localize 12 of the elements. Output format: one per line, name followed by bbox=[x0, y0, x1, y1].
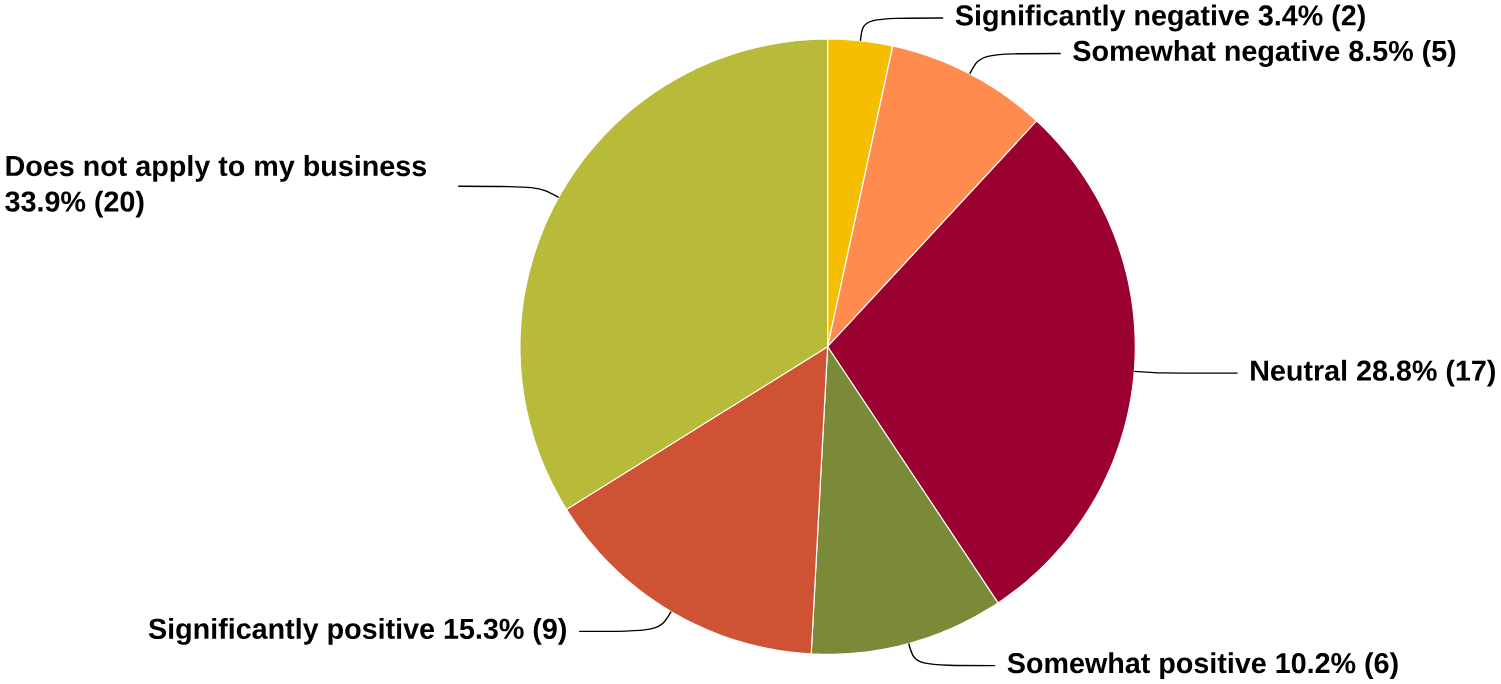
slice-label: Somewhat positive bbox=[1007, 652, 1266, 680]
data-label: 3.4% (2) bbox=[1258, 4, 1365, 32]
slice-label: Somewhat negative bbox=[1073, 40, 1340, 68]
data-label: 8.5% (5) bbox=[1349, 40, 1456, 68]
slice-label: Neutral bbox=[1251, 359, 1347, 382]
data-label: 15.3% (9) bbox=[444, 618, 566, 645]
slice-label: Significantly negative bbox=[955, 4, 1249, 32]
data-label: 10.2% (6) bbox=[1276, 652, 1398, 680]
data-label: 33.9% (20) bbox=[5, 190, 144, 218]
slice-label: Significantly positive bbox=[148, 618, 435, 646]
slice-label: Does not apply to my business bbox=[6, 155, 426, 183]
data-label: 28.8% (17) bbox=[1357, 359, 1495, 387]
